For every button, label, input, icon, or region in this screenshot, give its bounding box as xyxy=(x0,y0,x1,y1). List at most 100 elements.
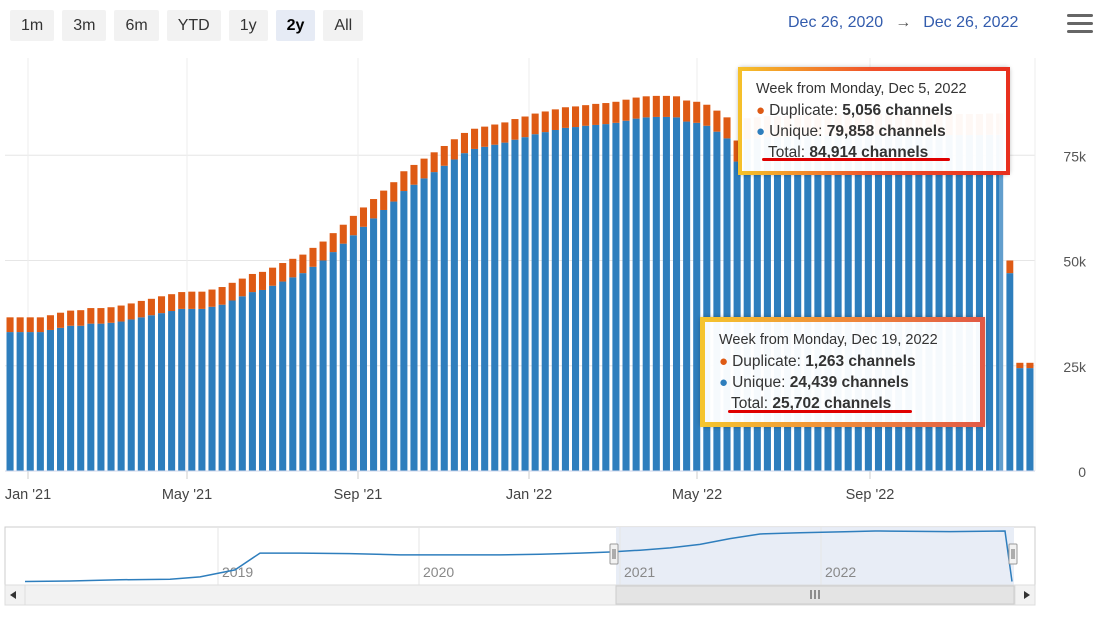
bar-duplicate xyxy=(491,124,499,145)
tooltip-duplicate-row: ● Duplicate: 1,263 channels xyxy=(719,351,966,372)
bar-duplicate xyxy=(147,298,155,316)
total-underline xyxy=(728,410,912,413)
duplicate-value: 5,056 channels xyxy=(842,102,953,119)
bar-unique xyxy=(339,243,347,471)
navigator-line xyxy=(24,530,1013,583)
bar-duplicate xyxy=(602,103,610,125)
bar-unique xyxy=(531,134,539,471)
bar-unique xyxy=(582,125,590,471)
range-button-all[interactable]: All xyxy=(323,10,364,41)
bar-unique xyxy=(1026,368,1034,471)
bar-duplicate xyxy=(440,145,448,166)
bar-unique xyxy=(632,118,640,472)
bar-duplicate xyxy=(703,104,711,126)
y-tick-label: 50k xyxy=(1063,254,1087,270)
range-button-ytd[interactable]: YTD xyxy=(166,10,221,41)
bar-unique xyxy=(1016,368,1024,471)
bar-unique xyxy=(238,296,246,471)
bar-unique xyxy=(359,226,368,471)
total-value: 25,702 channels xyxy=(772,395,892,412)
range-button-3m[interactable]: 3m xyxy=(62,10,107,41)
bar-unique xyxy=(279,281,287,471)
total-label: Total: xyxy=(768,144,810,161)
range-button-6m[interactable]: 6m xyxy=(114,10,159,41)
bar-duplicate xyxy=(632,97,640,119)
bar-unique xyxy=(864,135,872,472)
bar-unique xyxy=(228,300,236,471)
bar-unique xyxy=(97,323,105,471)
bar-duplicate xyxy=(713,110,721,132)
date-range: Dec 26, 2020 → Dec 26, 2022 xyxy=(788,14,1018,32)
bar-unique xyxy=(6,332,14,471)
bar-duplicate xyxy=(450,139,458,160)
bar-unique xyxy=(592,124,600,472)
bar-duplicate xyxy=(390,182,398,202)
bar-duplicate xyxy=(228,282,236,301)
scrollbar-right-button xyxy=(1014,584,1036,606)
total-label: Total: xyxy=(731,395,773,412)
bar-unique xyxy=(915,135,923,472)
range-selector: 1m 3m 6m YTD 1y 2y All xyxy=(10,10,364,41)
navigator-year-label: 2020 xyxy=(423,564,454,580)
bar-duplicate xyxy=(511,119,519,140)
unique-value: 24,439 channels xyxy=(789,374,909,391)
total-value: 84,914 channels xyxy=(809,144,929,161)
duplicate-label: Duplicate: xyxy=(769,102,843,119)
bar-duplicate xyxy=(592,103,600,125)
bar-unique xyxy=(713,131,721,471)
bar-unique xyxy=(471,148,479,471)
bar-unique xyxy=(885,135,893,472)
bar-unique xyxy=(521,137,529,471)
range-button-1y[interactable]: 1y xyxy=(228,10,268,41)
bar-duplicate xyxy=(269,267,277,286)
date-from[interactable]: Dec 26, 2020 xyxy=(788,14,884,31)
bar-unique xyxy=(672,117,681,472)
range-button-2y[interactable]: 2y xyxy=(275,10,316,41)
bar-unique xyxy=(501,142,509,471)
range-button-1m[interactable]: 1m xyxy=(10,10,55,41)
bar-unique xyxy=(319,260,327,471)
bar-duplicate xyxy=(329,233,337,253)
bar-duplicate xyxy=(137,300,145,318)
bar-duplicate xyxy=(652,95,660,117)
bar-duplicate xyxy=(642,96,650,118)
x-tick-label: May '22 xyxy=(672,487,722,503)
bar-duplicate xyxy=(289,258,297,278)
bar-unique xyxy=(683,121,691,471)
bar-unique xyxy=(450,159,458,471)
bar-unique xyxy=(87,323,95,471)
bar-unique xyxy=(269,285,277,471)
bar-duplicate xyxy=(481,126,489,147)
bar-duplicate xyxy=(723,117,731,139)
x-tick-label: Sep '22 xyxy=(846,487,895,503)
bar-unique xyxy=(965,135,973,472)
bar-unique xyxy=(157,313,166,471)
bar-duplicate xyxy=(309,247,317,267)
bar-unique xyxy=(541,132,549,471)
bar-unique xyxy=(1006,273,1014,471)
bar-duplicate xyxy=(168,294,176,312)
bar-duplicate xyxy=(299,254,307,274)
date-to[interactable]: Dec 26, 2022 xyxy=(923,14,1019,31)
bar-unique xyxy=(622,120,630,471)
bar-unique xyxy=(612,122,620,471)
bar-unique xyxy=(572,127,580,471)
bar-unique xyxy=(975,135,983,472)
bar-duplicate xyxy=(349,215,357,236)
hamburger-menu-icon[interactable] xyxy=(1067,14,1093,36)
bar-duplicate xyxy=(319,241,327,261)
bar-duplicate xyxy=(339,224,347,244)
bar-unique xyxy=(662,116,670,472)
bar-unique xyxy=(763,137,771,471)
bar-duplicate xyxy=(26,317,34,333)
bar-unique xyxy=(349,235,357,471)
bar-unique xyxy=(844,135,852,472)
bar-unique xyxy=(561,127,569,471)
bar-duplicate xyxy=(460,132,468,154)
duplicate-value: 1,263 channels xyxy=(805,353,916,370)
bar-duplicate xyxy=(359,207,368,227)
bar-unique xyxy=(36,332,44,471)
bar-duplicate xyxy=(16,317,24,333)
x-tick-label: May '21 xyxy=(162,487,212,503)
bar-duplicate xyxy=(561,107,569,128)
